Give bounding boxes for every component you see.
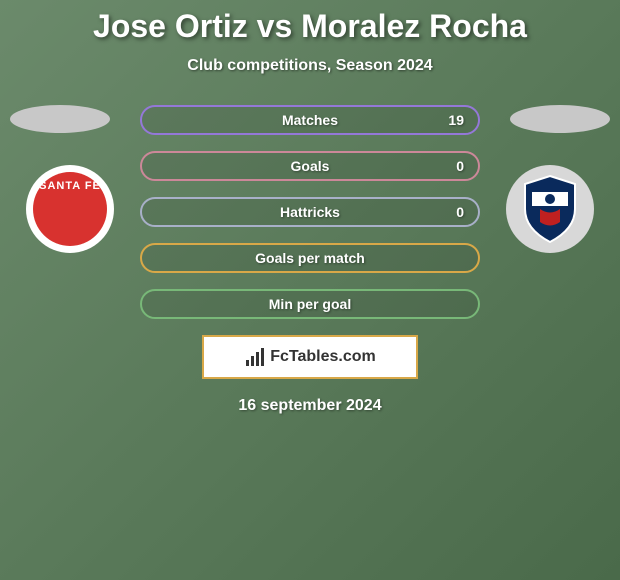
stat-value-right: 19 <box>448 112 464 128</box>
stat-label: Hattricks <box>280 204 340 220</box>
stat-label: Min per goal <box>269 296 351 312</box>
logo-content: FcTables.com <box>244 346 376 368</box>
chart-icon <box>244 346 266 368</box>
badge-text-left: SANTA FE <box>39 180 101 192</box>
club-badge-left: SANTA FE <box>26 165 114 253</box>
stat-label: Matches <box>282 112 338 128</box>
logo-box: FcTables.com <box>202 335 418 379</box>
player-ellipse-right <box>510 105 610 133</box>
badge-inner-left: SANTA FE <box>33 172 107 246</box>
stat-label: Goals per match <box>255 250 365 266</box>
stat-value-right: 0 <box>456 158 464 174</box>
stat-bar-matches: Matches 19 <box>140 105 480 135</box>
content-area: SANTA FE Matches 19 Goals 0 Hattricks 0 … <box>0 105 620 415</box>
stat-label: Goals <box>291 158 330 174</box>
stat-value-right: 0 <box>456 204 464 220</box>
stat-bar-gpm: Goals per match <box>140 243 480 273</box>
club-badge-right <box>506 165 594 253</box>
page-title: Jose Ortiz vs Moralez Rocha <box>0 0 620 45</box>
stat-bars-container: Matches 19 Goals 0 Hattricks 0 Goals per… <box>140 105 480 319</box>
stat-bar-mpg: Min per goal <box>140 289 480 319</box>
logo-text: FcTables.com <box>270 348 376 366</box>
stat-bar-hattricks: Hattricks 0 <box>140 197 480 227</box>
page-subtitle: Club competitions, Season 2024 <box>0 57 620 75</box>
date-text: 16 september 2024 <box>0 397 620 415</box>
shield-icon <box>520 174 580 244</box>
badge-inner-right <box>520 174 580 244</box>
player-ellipse-left <box>10 105 110 133</box>
stat-bar-goals: Goals 0 <box>140 151 480 181</box>
